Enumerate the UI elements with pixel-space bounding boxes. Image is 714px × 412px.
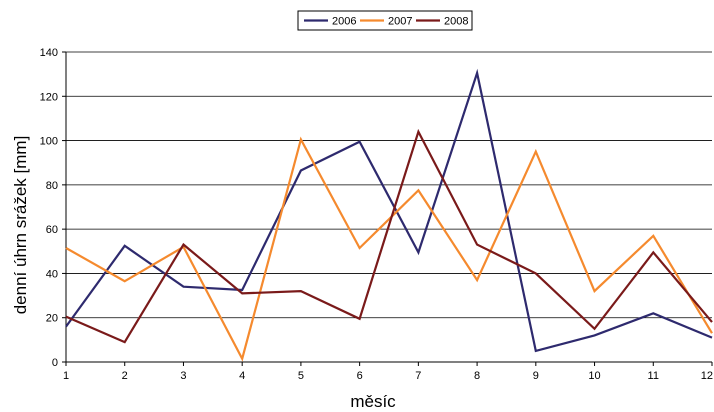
legend-item-2007: 2007	[360, 16, 412, 28]
series-line-2007	[65, 136, 713, 362]
x-tick-label: 5	[298, 370, 304, 382]
y-tick-label: 40	[46, 268, 58, 280]
y-tick-label: 140	[40, 47, 58, 59]
x-tick-label: 2	[122, 370, 128, 382]
x-tick-label: 1	[63, 370, 69, 382]
legend-item-2008: 2008	[416, 16, 468, 28]
legend-item-2006: 2006	[304, 16, 356, 28]
x-tick-label: 3	[180, 370, 186, 382]
series-line-2006	[65, 68, 713, 353]
x-tick-label: 9	[533, 370, 539, 382]
y-tick-label: 120	[40, 91, 58, 103]
series-line-2008	[65, 128, 713, 344]
legend-label: 2008	[444, 16, 468, 28]
x-tick-label: 10	[588, 370, 600, 382]
legend-label: 2007	[388, 16, 412, 28]
x-tick-label: 6	[357, 370, 363, 382]
x-axis-title: měsíc	[350, 392, 396, 411]
legend: 2006 2007 2008	[297, 10, 473, 31]
x-tick-label: 11	[648, 370, 659, 382]
axes	[62, 51, 713, 366]
y-tick-label: 100	[40, 136, 58, 148]
y-axis-title: denní úhrn srážek [mm]	[11, 136, 30, 315]
x-tick-label: 8	[474, 370, 480, 382]
x-tick-label: 4	[239, 370, 245, 382]
x-tick-label: 7	[415, 370, 421, 382]
legend-box	[297, 10, 473, 31]
y-tick-label: 80	[46, 180, 58, 192]
y-tick-label: 60	[46, 224, 58, 236]
gridlines	[66, 51, 712, 319]
y-tick-label: 0	[52, 357, 58, 369]
y-tick-label: 20	[46, 313, 58, 325]
legend-label: 2006	[332, 16, 356, 28]
series-lines	[65, 68, 713, 362]
x-tick-label: 12	[701, 370, 713, 382]
